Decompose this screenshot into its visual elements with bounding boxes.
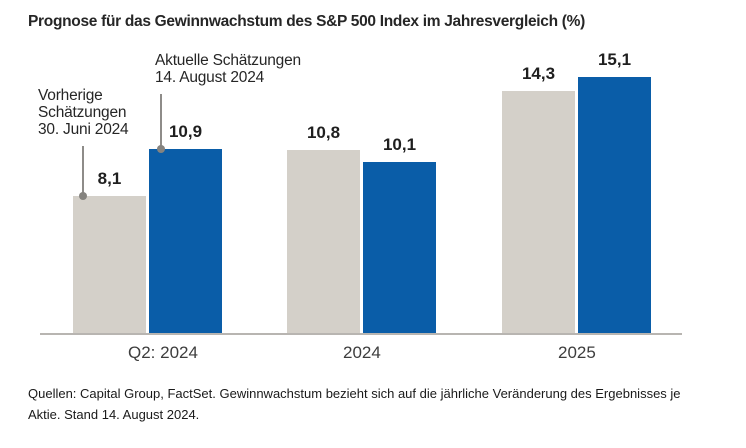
x-axis-label-2: 2024: [343, 343, 381, 362]
annotation-previous-line-1: Vorherige: [38, 87, 103, 104]
x-axis-label-3: 2025: [558, 343, 596, 362]
leader-line-previous: [82, 146, 84, 194]
annotation-previous-estimates: Vorherige Schätzungen 30. Juni 2024: [38, 87, 129, 138]
bar-previous-group-2: [287, 150, 360, 334]
bar-current-group-2: [363, 162, 436, 334]
annotation-previous-line-3: 30. Juni 2024: [38, 121, 129, 138]
chart-title: Prognose für das Gewinnwachstum des S&P …: [28, 13, 585, 30]
leader-dot-previous: [79, 192, 87, 200]
leader-line-current: [160, 94, 162, 147]
x-axis-label-1: Q2: 2024: [128, 343, 198, 362]
bar-current-group-3: [578, 77, 651, 334]
bar-current-group-1: [149, 149, 222, 334]
bar-value-label-current-group-2: 10,1: [382, 135, 417, 154]
bar-value-label-current-group-1: 10,9: [168, 122, 203, 141]
annotation-previous-line-2: Schätzungen: [38, 104, 127, 121]
bar-previous-group-3: [502, 91, 575, 334]
bar-value-label-previous-group-2: 10,8: [306, 123, 341, 142]
bar-previous-group-1: [73, 196, 146, 334]
x-axis-line: [40, 333, 682, 335]
annotation-current-line-2: 14. August 2024: [155, 69, 265, 86]
leader-dot-current: [157, 145, 165, 153]
bar-value-label-previous-group-3: 14,3: [521, 64, 556, 83]
annotation-current-estimates: Aktuelle Schätzungen 14. August 2024: [155, 52, 301, 86]
bar-value-label-current-group-3: 15,1: [597, 50, 632, 69]
annotation-current-line-1: Aktuelle Schätzungen: [155, 52, 301, 69]
source-note: Quellen: Capital Group, FactSet. Gewinnw…: [28, 386, 681, 422]
plot-area: 8,1 10,9 10,8 10,1 14,3 15,1 Vorherige Schätz…: [38, 50, 682, 335]
bar-value-label-previous-group-1: 8,1: [97, 169, 122, 188]
